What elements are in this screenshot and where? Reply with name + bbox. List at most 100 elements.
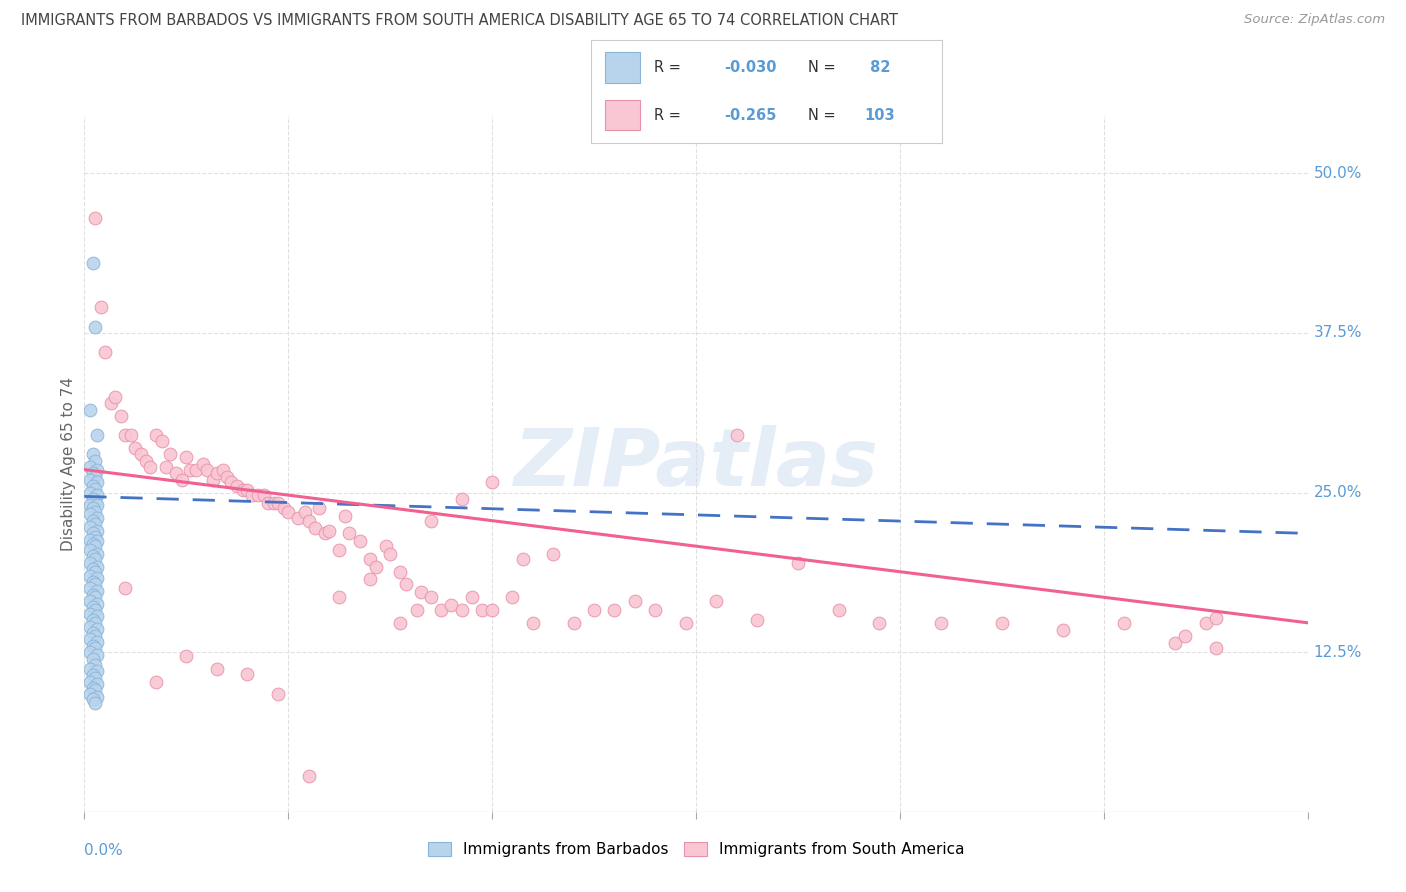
Point: [318, 524, 340, 538]
Point: [86, 511, 108, 525]
Point: [787, 556, 810, 570]
Point: [83, 641, 105, 656]
Point: [79, 473, 101, 487]
Point: [155, 460, 177, 475]
Point: [409, 585, 432, 599]
Point: [380, 547, 402, 561]
Point: [287, 511, 309, 525]
Point: [86, 428, 108, 442]
Point: [86, 597, 108, 611]
Point: [1114, 615, 1136, 630]
Point: [461, 591, 484, 605]
Point: [100, 396, 122, 410]
Point: [79, 619, 101, 633]
Point: [83, 494, 105, 508]
Point: [212, 462, 235, 476]
Point: [359, 573, 381, 587]
Point: [83, 505, 105, 519]
Point: [79, 674, 101, 689]
Point: [82, 600, 104, 615]
Point: [79, 533, 101, 547]
Point: [298, 769, 321, 783]
Point: [83, 577, 105, 591]
Point: [240, 488, 263, 502]
Point: [83, 211, 105, 225]
Point: [110, 409, 132, 423]
Point: [86, 583, 108, 598]
Text: 12.5%: 12.5%: [1313, 645, 1362, 660]
Point: [481, 475, 503, 490]
Point: [83, 683, 105, 698]
Point: [159, 447, 181, 461]
Point: [929, 615, 952, 630]
Point: [124, 441, 146, 455]
Point: [83, 470, 105, 484]
Point: [79, 508, 101, 522]
Point: [420, 514, 443, 528]
Point: [79, 687, 101, 701]
Point: [93, 345, 115, 359]
Point: [86, 524, 108, 538]
Point: [359, 552, 381, 566]
Point: [135, 453, 157, 467]
Point: [827, 603, 849, 617]
Point: [339, 526, 360, 541]
Point: [82, 500, 104, 515]
Point: [191, 458, 214, 472]
FancyBboxPatch shape: [605, 53, 640, 83]
Point: [1205, 610, 1227, 624]
Point: [83, 603, 105, 617]
Point: [644, 603, 666, 617]
Point: [82, 574, 104, 589]
Point: [82, 626, 104, 640]
Point: [82, 668, 104, 682]
Point: [450, 491, 472, 506]
Point: [440, 598, 463, 612]
Point: [217, 470, 239, 484]
Point: [389, 615, 412, 630]
Text: 37.5%: 37.5%: [1313, 326, 1362, 341]
Point: [236, 666, 259, 681]
Point: [186, 462, 208, 476]
Point: [298, 514, 321, 528]
Point: [195, 462, 218, 476]
Point: [86, 622, 108, 636]
Point: [232, 483, 254, 497]
Point: [543, 547, 565, 561]
Point: [304, 521, 326, 535]
Point: [328, 543, 350, 558]
Point: [236, 483, 259, 497]
Point: [86, 499, 108, 513]
Point: [328, 591, 350, 605]
Point: [314, 526, 336, 541]
Point: [165, 467, 187, 481]
Point: [83, 319, 105, 334]
Point: [1052, 624, 1074, 638]
Point: [86, 635, 108, 649]
Point: [82, 562, 104, 576]
Point: [114, 428, 136, 442]
Point: [150, 434, 173, 449]
Point: [869, 615, 891, 630]
Point: [82, 588, 104, 602]
Point: [83, 517, 105, 532]
Point: [174, 450, 197, 464]
Point: [79, 568, 101, 582]
Point: [267, 496, 290, 510]
Legend: Immigrants from Barbados, Immigrants from South America: Immigrants from Barbados, Immigrants fro…: [422, 836, 970, 863]
Point: [725, 428, 748, 442]
Point: [675, 615, 697, 630]
Point: [335, 508, 357, 523]
Point: [201, 473, 224, 487]
FancyBboxPatch shape: [605, 100, 640, 130]
Point: [83, 628, 105, 642]
Point: [172, 473, 194, 487]
Point: [179, 462, 201, 476]
Point: [471, 603, 494, 617]
Point: [430, 603, 453, 617]
Text: -0.265: -0.265: [724, 108, 776, 122]
Point: [82, 651, 104, 665]
Point: [405, 603, 427, 617]
Point: [1174, 628, 1197, 642]
Point: [375, 539, 398, 553]
